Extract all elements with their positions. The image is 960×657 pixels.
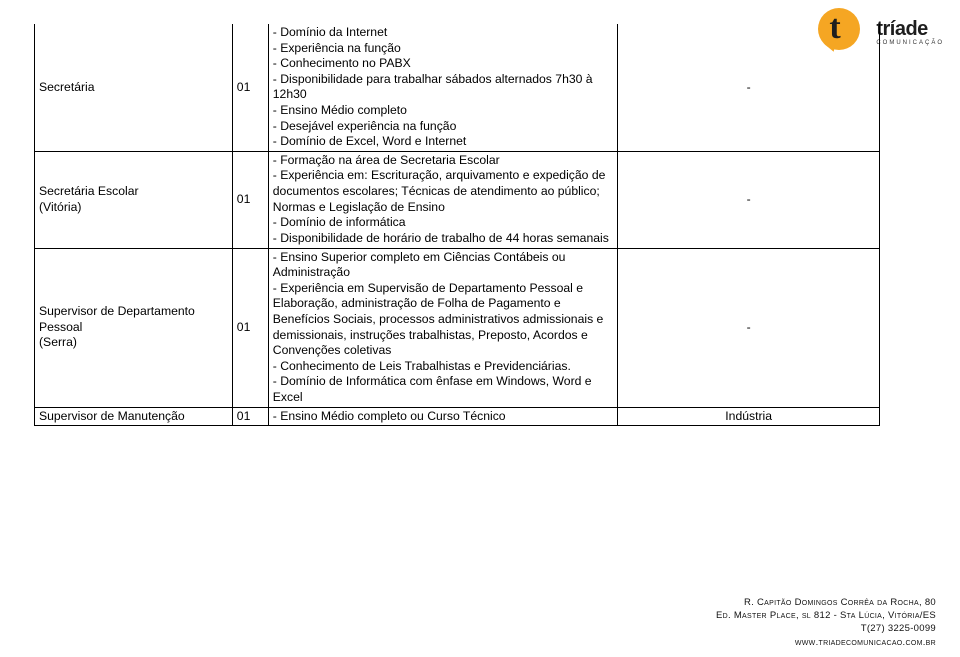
job-table: Secretária 01 - Domínio da Internet- Exp… — [34, 24, 880, 426]
extra-cell: - — [618, 151, 880, 248]
footer: R. Capitão Domingos Corrêa da Rocha, 80 … — [716, 596, 936, 649]
table-row: Secretária 01 - Domínio da Internet- Exp… — [35, 24, 880, 151]
role-cell: Secretária — [35, 24, 233, 151]
qty-cell: 01 — [232, 248, 268, 407]
table-row: Supervisor de Manutenção 01 - Ensino Méd… — [35, 407, 880, 426]
footer-line: www.triadecomunicacao.com.br — [716, 636, 936, 649]
qty-cell: 01 — [232, 407, 268, 426]
role-cell: Supervisor de Manutenção — [35, 407, 233, 426]
qty-cell: 01 — [232, 24, 268, 151]
table-row: Supervisor de Departamento Pessoal(Serra… — [35, 248, 880, 407]
extra-cell: - — [618, 248, 880, 407]
role-cell: Supervisor de Departamento Pessoal(Serra… — [35, 248, 233, 407]
footer-line: R. Capitão Domingos Corrêa da Rocha, 80 — [716, 596, 936, 609]
desc-cell: - Ensino Médio completo ou Curso Técnico — [268, 407, 618, 426]
extra-cell: - — [618, 24, 880, 151]
qty-cell: 01 — [232, 151, 268, 248]
desc-cell: - Domínio da Internet- Experiência na fu… — [268, 24, 618, 151]
desc-cell: - Ensino Superior completo em Ciências C… — [268, 248, 618, 407]
extra-cell: Indústria — [618, 407, 880, 426]
footer-line: T(27) 3225-0099 — [716, 622, 936, 635]
logo-word: tríade — [876, 19, 944, 39]
table-row: Secretária Escolar(Vitória) 01 - Formaçã… — [35, 151, 880, 248]
footer-line: Ed. Master Place, sl 812 - Sta Lúcia, Vi… — [716, 609, 936, 622]
role-cell: Secretária Escolar(Vitória) — [35, 151, 233, 248]
desc-cell: - Formação na área de Secretaria Escolar… — [268, 151, 618, 248]
logo-subtitle: COMUNICAÇÃO — [876, 40, 944, 46]
